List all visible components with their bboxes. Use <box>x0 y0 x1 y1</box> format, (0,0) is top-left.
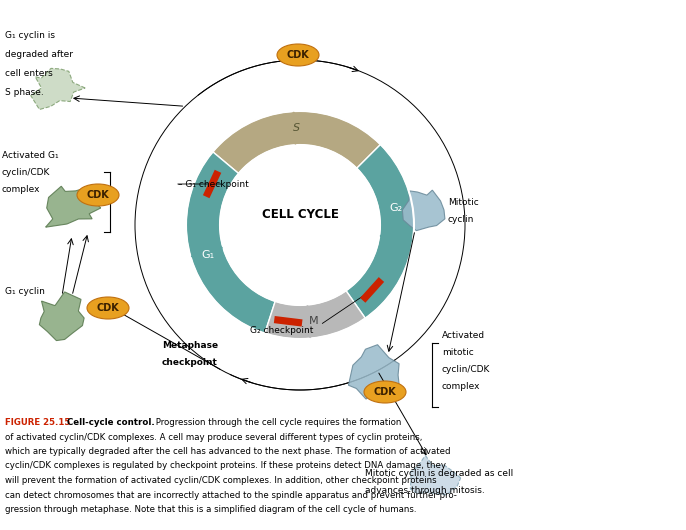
Text: mitotic: mitotic <box>442 348 474 357</box>
Polygon shape <box>274 316 303 326</box>
Text: will prevent the formation of activated cyclin/CDK complexes. In addition, other: will prevent the formation of activated … <box>5 476 436 485</box>
Text: degraded after: degraded after <box>5 50 73 59</box>
Text: cell enters: cell enters <box>5 69 53 78</box>
Text: – G₁ checkpoint: – G₁ checkpoint <box>178 180 249 189</box>
Polygon shape <box>346 144 414 319</box>
Polygon shape <box>307 306 331 338</box>
Text: cyclin: cyclin <box>448 215 475 224</box>
Text: CDK: CDK <box>374 387 397 397</box>
Polygon shape <box>203 170 222 198</box>
Polygon shape <box>380 217 412 241</box>
Polygon shape <box>46 187 101 227</box>
Text: cyclin/CDK: cyclin/CDK <box>2 168 50 177</box>
Text: advances through mitosis.: advances through mitosis. <box>365 486 485 495</box>
Ellipse shape <box>77 184 119 206</box>
Polygon shape <box>360 277 384 303</box>
Polygon shape <box>186 152 275 333</box>
Text: cyclin/CDK complexes is regulated by checkpoint proteins. If these proteins dete: cyclin/CDK complexes is regulated by che… <box>5 462 446 471</box>
Ellipse shape <box>364 381 406 403</box>
Text: Cell-cycle control.: Cell-cycle control. <box>67 418 155 427</box>
Text: G₁ cyclin is: G₁ cyclin is <box>5 31 55 40</box>
Polygon shape <box>213 111 381 174</box>
Text: G₁ cyclin: G₁ cyclin <box>5 287 45 296</box>
Text: gression through metaphase. Note that this is a simplified diagram of the cell c: gression through metaphase. Note that th… <box>5 505 416 514</box>
Text: G₂ checkpoint: G₂ checkpoint <box>250 326 314 335</box>
Text: checkpoint: checkpoint <box>162 358 218 367</box>
Text: Activated: Activated <box>442 331 485 340</box>
Polygon shape <box>410 456 461 495</box>
Text: Metaphase: Metaphase <box>162 341 218 350</box>
Text: Mitotic cyclin is degraded as cell: Mitotic cyclin is degraded as cell <box>365 469 513 478</box>
Text: M: M <box>309 316 318 326</box>
Polygon shape <box>191 248 222 273</box>
Text: Mitotic: Mitotic <box>448 198 479 207</box>
Text: which are typically degraded after the cell has advanced to the next phase. The : which are typically degraded after the c… <box>5 447 451 456</box>
Text: FIGURE 25.15: FIGURE 25.15 <box>5 418 70 427</box>
Text: CDK: CDK <box>97 303 119 313</box>
Text: S: S <box>293 123 300 133</box>
Polygon shape <box>39 292 84 341</box>
Text: G₁: G₁ <box>201 250 214 260</box>
Ellipse shape <box>87 297 129 319</box>
Text: cyclin/CDK: cyclin/CDK <box>442 365 490 374</box>
Text: complex: complex <box>442 382 480 391</box>
Text: can detect chromosomes that are incorrectly attached to the spindle apparatus an: can detect chromosomes that are incorrec… <box>5 490 457 499</box>
Text: Activated G₁: Activated G₁ <box>2 151 58 160</box>
Text: Progression through the cell cycle requires the formation: Progression through the cell cycle requi… <box>153 418 401 427</box>
Text: G₂: G₂ <box>389 203 402 213</box>
Polygon shape <box>265 290 366 339</box>
Text: CDK: CDK <box>287 50 309 60</box>
Text: CELL CYCLE: CELL CYCLE <box>261 208 338 222</box>
Polygon shape <box>348 344 399 399</box>
Polygon shape <box>31 68 85 109</box>
Ellipse shape <box>277 44 319 66</box>
Text: of activated cyclin/CDK complexes. A cell may produce several different types of: of activated cyclin/CDK complexes. A cel… <box>5 432 423 441</box>
Text: CDK: CDK <box>86 190 109 200</box>
Text: S phase.: S phase. <box>5 88 44 97</box>
Text: complex: complex <box>2 185 40 194</box>
Polygon shape <box>403 190 445 231</box>
Polygon shape <box>273 112 296 144</box>
